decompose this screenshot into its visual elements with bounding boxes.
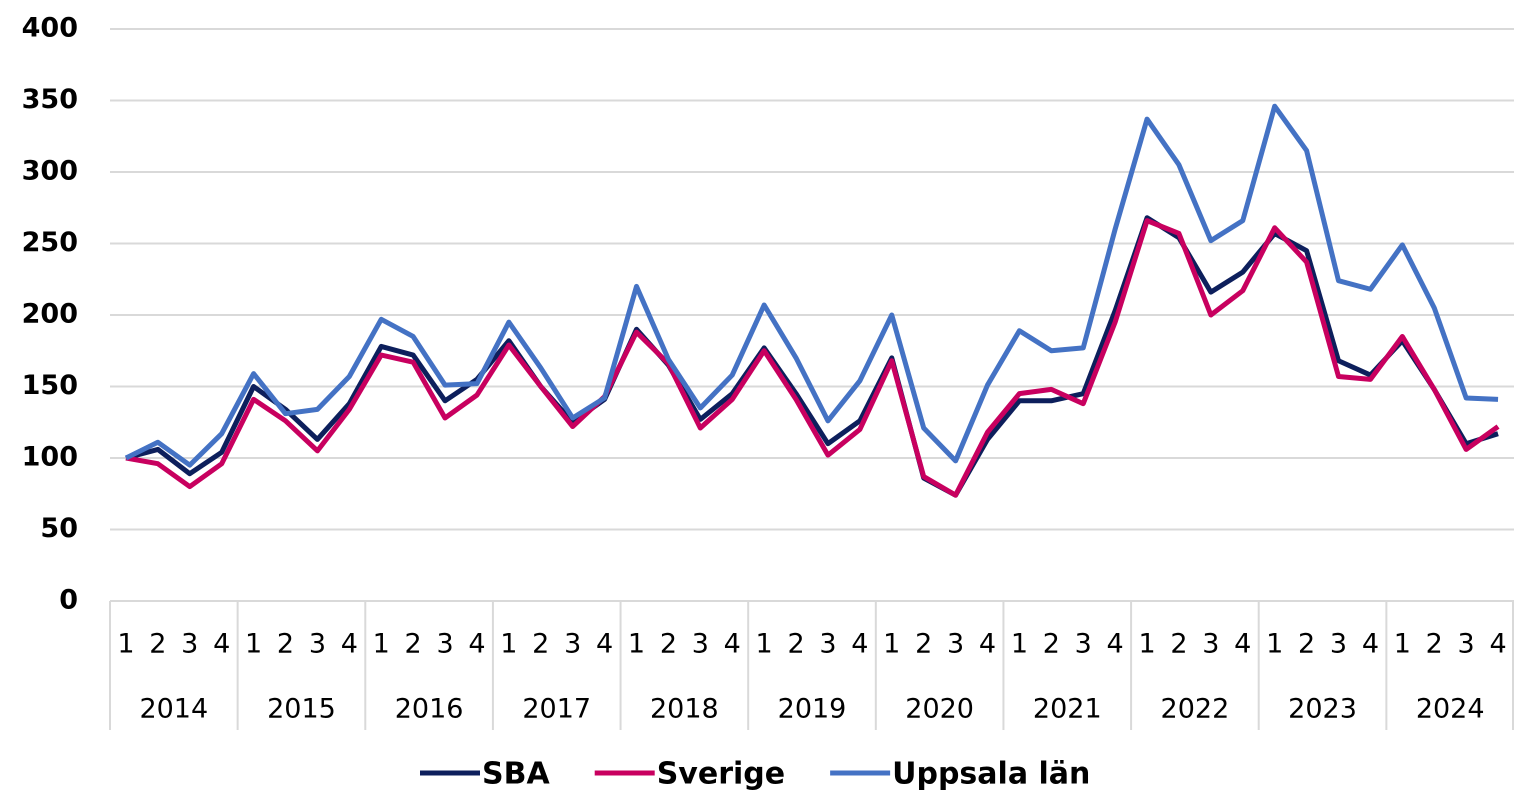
y-tick-label: 0 bbox=[59, 585, 78, 616]
x-tick-label: 3 bbox=[309, 629, 326, 660]
group-label: 2018 bbox=[650, 694, 719, 725]
series-line bbox=[125, 215, 1499, 498]
group-label: 2014 bbox=[139, 694, 208, 725]
group-label: 2016 bbox=[395, 694, 464, 725]
x-tick-label: 3 bbox=[1330, 629, 1347, 660]
x-tick-label: 4 bbox=[1489, 629, 1506, 660]
x-tick-label: 1 bbox=[756, 629, 773, 660]
x-tick-label: 2 bbox=[1298, 629, 1315, 660]
legend-label: Sverige bbox=[657, 757, 785, 792]
x-tick-label: 4 bbox=[596, 629, 613, 660]
y-tick-label: 200 bbox=[22, 299, 78, 330]
x-tick-label: 3 bbox=[1075, 629, 1092, 660]
x-tick-label: 3 bbox=[947, 629, 964, 660]
x-tick-label: 3 bbox=[692, 629, 709, 660]
x-tick-label: 1 bbox=[883, 629, 900, 660]
x-tick-label: 3 bbox=[564, 629, 581, 660]
x-tick-label: 1 bbox=[245, 629, 262, 660]
x-tick-label: 1 bbox=[500, 629, 517, 660]
x-tick-label: 1 bbox=[1138, 629, 1155, 660]
x-tick-label: 2 bbox=[660, 629, 677, 660]
x-tick-label: 4 bbox=[724, 629, 741, 660]
x-tick-label: 4 bbox=[213, 629, 230, 660]
x-tick-label: 2 bbox=[915, 629, 932, 660]
group-label: 2023 bbox=[1288, 694, 1357, 725]
x-tick-label: 1 bbox=[1011, 629, 1028, 660]
group-label: 2015 bbox=[267, 694, 336, 725]
y-tick-label: 400 bbox=[22, 13, 78, 44]
x-tick-label: 4 bbox=[1107, 629, 1124, 660]
x-tick-label: 2 bbox=[277, 629, 294, 660]
x-tick-label: 2 bbox=[149, 629, 166, 660]
x-tick-label: 3 bbox=[1202, 629, 1219, 660]
x-tick-label: 3 bbox=[181, 629, 198, 660]
group-label: 2021 bbox=[1033, 694, 1102, 725]
x-tick-label: 2 bbox=[532, 629, 549, 660]
x-tick-label: 3 bbox=[436, 629, 453, 660]
x-tick-label: 3 bbox=[1458, 629, 1475, 660]
x-tick-label: 4 bbox=[341, 629, 358, 660]
x-tick-label: 4 bbox=[1362, 629, 1379, 660]
y-tick-label: 250 bbox=[22, 227, 78, 258]
x-tick-label: 1 bbox=[117, 629, 134, 660]
x-tick-label: 1 bbox=[628, 629, 645, 660]
group-label: 2024 bbox=[1416, 694, 1485, 725]
x-tick-label: 4 bbox=[851, 629, 868, 660]
x-tick-label: 4 bbox=[468, 629, 485, 660]
x-tick-label: 4 bbox=[1234, 629, 1251, 660]
x-tick-label: 1 bbox=[1266, 629, 1283, 660]
y-tick-label: 150 bbox=[22, 370, 78, 401]
series-line bbox=[124, 103, 1499, 468]
x-tick-label: 2 bbox=[1043, 629, 1060, 660]
y-tick-label: 300 bbox=[22, 156, 78, 187]
x-tick-label: 2 bbox=[1426, 629, 1443, 660]
y-tick-label: 50 bbox=[40, 513, 78, 544]
y-tick-label: 100 bbox=[22, 442, 78, 473]
y-tick-label: 350 bbox=[22, 84, 78, 115]
x-tick-label: 2 bbox=[787, 629, 804, 660]
series-line bbox=[125, 218, 1500, 498]
x-tick-label: 4 bbox=[979, 629, 996, 660]
legend-label: SBA bbox=[482, 757, 550, 792]
x-tick-label: 3 bbox=[819, 629, 836, 660]
x-tick-label: 1 bbox=[1394, 629, 1411, 660]
group-label: 2017 bbox=[522, 694, 591, 725]
legend-label: Uppsala län bbox=[892, 757, 1090, 792]
x-tick-label: 1 bbox=[373, 629, 390, 660]
group-label: 2019 bbox=[778, 694, 847, 725]
x-tick-label: 2 bbox=[405, 629, 422, 660]
group-label: 2022 bbox=[1161, 694, 1230, 725]
group-label: 2020 bbox=[905, 694, 974, 725]
x-tick-label: 2 bbox=[1170, 629, 1187, 660]
